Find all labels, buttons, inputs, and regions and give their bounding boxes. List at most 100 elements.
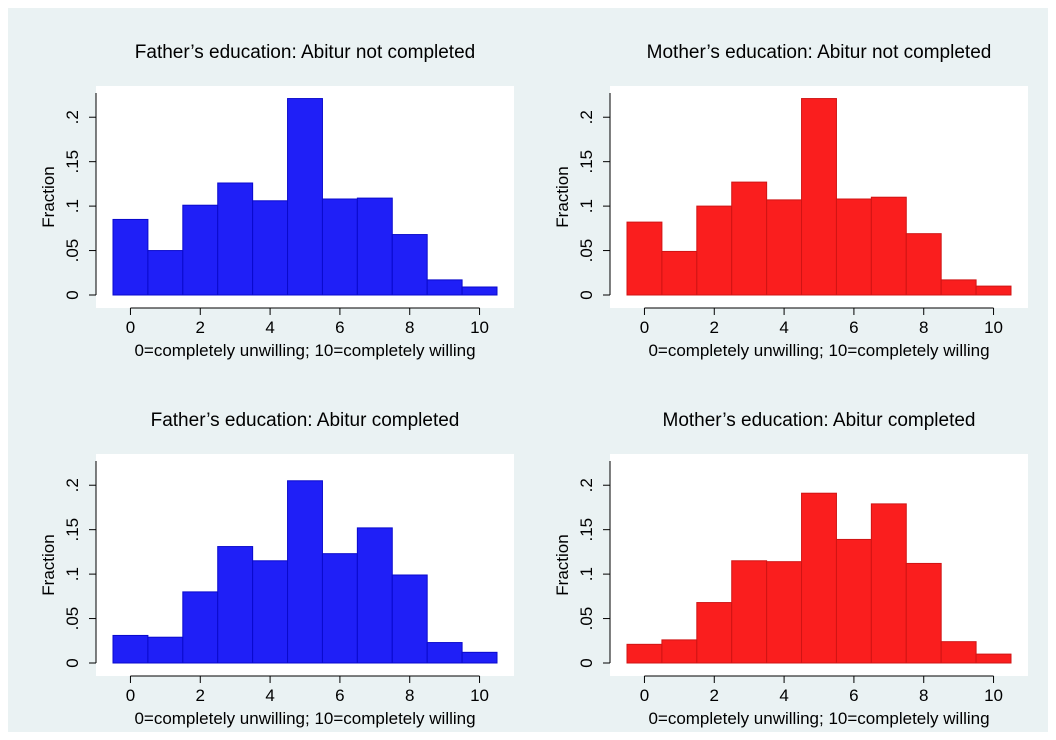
- histogram-bar: [287, 480, 323, 664]
- histogram-bar: [356, 197, 393, 296]
- histogram-panel-2: 0 .05 .1 .15 .2 0 2 4 6 8 10 0=completely unwilling…: [553, 42, 1028, 360]
- x-tick-label: 2: [710, 686, 719, 705]
- x-tick-label: 10: [470, 318, 489, 337]
- x-tick-label: 4: [265, 318, 274, 337]
- y-tick-label: .2: [63, 478, 82, 492]
- y-tick-label: .15: [63, 150, 82, 174]
- x-tick-label: 0: [126, 686, 135, 705]
- y-tick-label: 0: [577, 290, 596, 299]
- x-tick-label: 6: [849, 686, 858, 705]
- x-tick-label: 8: [405, 686, 414, 705]
- histogram-bar: [147, 250, 184, 296]
- histogram-bar: [975, 285, 1012, 296]
- x-tick-label: 6: [335, 318, 344, 337]
- histogram-bar: [940, 641, 977, 664]
- histogram-bar: [182, 591, 219, 664]
- y-tick-label: .2: [577, 478, 596, 492]
- y-tick-label: .1: [63, 567, 82, 581]
- x-tick-label: 8: [919, 686, 928, 705]
- y-tick-label: .2: [577, 110, 596, 124]
- x-tick-label: 10: [470, 686, 489, 705]
- histogram-bar: [391, 234, 428, 296]
- x-tick-label: 4: [779, 686, 788, 705]
- x-tick-label: 6: [849, 318, 858, 337]
- histogram-bar: [905, 233, 942, 296]
- y-tick-label: 0: [63, 658, 82, 667]
- y-tick-label: .05: [63, 607, 82, 631]
- histogram-bar: [766, 561, 803, 664]
- x-tick-label: 10: [984, 686, 1003, 705]
- x-axis-title: 0=completely unwilling; 10=completely wi…: [648, 341, 989, 360]
- x-tick-label: 4: [265, 686, 274, 705]
- y-tick-label: 0: [63, 290, 82, 299]
- x-axis-title: 0=completely unwilling; 10=completely wi…: [648, 709, 989, 728]
- x-tick-label: 2: [196, 318, 205, 337]
- histogram-bar: [391, 574, 428, 664]
- histogram-bar: [870, 196, 907, 296]
- histogram-bar: [731, 181, 768, 296]
- histogram-bar: [696, 602, 733, 664]
- histogram-bar: [252, 200, 289, 296]
- x-tick-label: 0: [126, 318, 135, 337]
- histogram-bar: [112, 634, 149, 664]
- histogram-bar: [287, 98, 323, 296]
- y-tick-label: .15: [577, 150, 596, 174]
- histogram-bar: [426, 279, 463, 296]
- histogram-bar: [426, 642, 463, 664]
- y-tick-label: .1: [63, 199, 82, 213]
- y-axis-title: Fraction: [39, 534, 58, 595]
- histogram-bar: [356, 527, 393, 664]
- histogram-bar: [801, 492, 837, 664]
- histogram-bar: [661, 250, 698, 296]
- histogram-bar: [940, 279, 977, 296]
- histogram-panel-3: 0 .05 .1 .15 .2 0 2 4 6 8 10 0=completely unwilling…: [39, 410, 514, 728]
- panel-title: Father’s education: Abitur completed: [151, 410, 460, 431]
- panel-title: Father’s education: Abitur not completed: [135, 42, 475, 63]
- y-tick-label: .15: [577, 518, 596, 542]
- x-tick-label: 2: [196, 686, 205, 705]
- histogram-bar: [905, 562, 942, 664]
- histogram-bar: [870, 503, 907, 664]
- y-tick-label: .05: [577, 239, 596, 263]
- x-tick-label: 0: [640, 318, 649, 337]
- histogram-bar: [696, 205, 733, 296]
- panel-title: Mother’s education: Abitur not completed: [647, 42, 992, 63]
- y-tick-label: .05: [577, 607, 596, 631]
- x-tick-label: 6: [335, 686, 344, 705]
- y-tick-label: .15: [63, 518, 82, 542]
- histogram-bar: [801, 98, 837, 296]
- histogram-bar: [661, 639, 698, 664]
- x-tick-label: 8: [405, 318, 414, 337]
- histogram-bar: [975, 653, 1012, 664]
- histogram-bar: [321, 553, 358, 664]
- histogram-bar: [626, 643, 663, 664]
- histogram-bar: [182, 204, 219, 296]
- x-tick-label: 10: [984, 318, 1003, 337]
- x-tick-label: 4: [779, 318, 788, 337]
- histogram-bar: [217, 182, 254, 296]
- histogram-bar: [321, 198, 358, 296]
- y-axis-title: Fraction: [553, 166, 572, 227]
- y-tick-label: .1: [577, 199, 596, 213]
- histogram-bar: [461, 651, 498, 664]
- x-tick-label: 2: [710, 318, 719, 337]
- histogram-bar: [835, 198, 872, 296]
- histogram-bar: [147, 636, 184, 664]
- x-tick-label: 0: [640, 686, 649, 705]
- x-axis-title: 0=completely unwilling; 10=completely wi…: [134, 709, 475, 728]
- histogram-bar: [766, 199, 803, 296]
- histogram-bar: [252, 560, 289, 664]
- histogram-bar: [112, 218, 149, 296]
- y-tick-label: .1: [577, 567, 596, 581]
- y-tick-label: .05: [63, 239, 82, 263]
- x-tick-label: 8: [919, 318, 928, 337]
- y-tick-label: .2: [63, 110, 82, 124]
- x-axis-title: 0=completely unwilling; 10=completely wi…: [134, 341, 475, 360]
- y-axis-title: Fraction: [39, 166, 58, 227]
- y-axis-title: Fraction: [553, 534, 572, 595]
- histogram-panel-1: 0 .05 .1 .15 .2 0 2 4 6 8 10 0=completely unwilling…: [39, 42, 514, 360]
- panel-title: Mother’s education: Abitur completed: [663, 410, 976, 431]
- histogram-bar: [731, 560, 768, 664]
